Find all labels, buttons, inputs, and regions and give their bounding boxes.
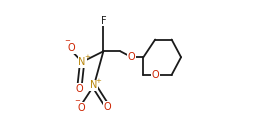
Text: O: O [103,102,111,112]
Text: F: F [100,16,106,26]
Text: N: N [90,80,97,90]
Text: O: O [151,70,158,80]
Text: −: − [64,38,70,44]
Text: +: + [84,54,89,60]
Text: O: O [127,52,135,62]
Text: O: O [77,103,85,113]
Text: +: + [95,78,101,84]
Text: N: N [78,57,86,67]
Text: O: O [68,43,75,53]
Text: O: O [75,84,83,94]
Text: −: − [74,98,80,104]
